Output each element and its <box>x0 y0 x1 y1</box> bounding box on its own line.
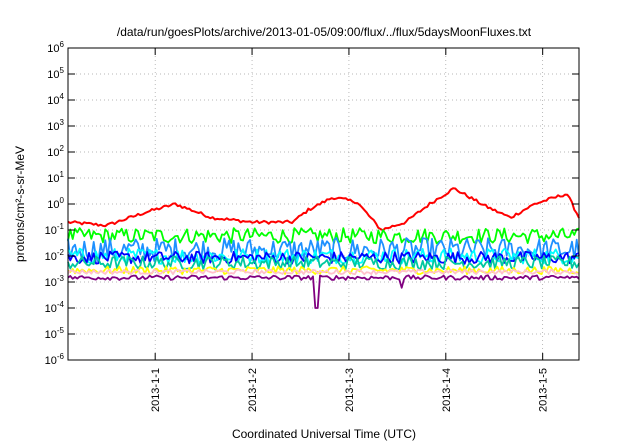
y-tick-label: 10-5 <box>45 326 65 341</box>
x-axis-label: Coordinated Universal Time (UTC) <box>232 427 416 441</box>
chart-title: /data/run/goesPlots/archive/2013-01-05/0… <box>117 25 532 39</box>
x-tick-label: 2013-1-5 <box>538 368 550 412</box>
x-tick-label: 2013-1-2 <box>247 368 259 412</box>
y-tick-label: 101 <box>47 170 64 185</box>
y-tick-label: 103 <box>47 118 64 133</box>
series-group <box>67 187 580 309</box>
x-tick-label: 2013-1-3 <box>344 368 356 412</box>
y-tick-label: 102 <box>47 144 64 159</box>
series-line-1 <box>67 187 580 232</box>
x-ticks: 2013-1-1 2013-1-2 2013-1-3 2013-1-4 2013-1-5 <box>150 48 550 412</box>
series-line-5 <box>67 250 580 265</box>
y-tick-label: 100 <box>47 196 64 211</box>
y-tick-label: 10-6 <box>45 352 65 367</box>
y-tick-label: 10-3 <box>45 274 65 289</box>
grid <box>68 48 579 360</box>
series-line-2 <box>67 227 580 245</box>
y-ticks: 10-6 10-5 10-4 10-3 10-2 10-1 100 101 102 103 104 1… <box>45 40 579 367</box>
y-axis-label: protons/cm²-s-sr-MeV <box>13 146 27 262</box>
series-line-8 <box>67 268 580 276</box>
y-tick-label: 10-1 <box>45 222 65 237</box>
series-line-9 <box>67 274 580 309</box>
series-line-6 <box>67 255 580 271</box>
y-tick-label: 104 <box>47 92 64 107</box>
y-tick-label: 106 <box>47 40 64 55</box>
x-tick-label: 2013-1-4 <box>441 368 453 412</box>
y-tick-label: 10-2 <box>45 248 65 263</box>
y-tick-label: 105 <box>47 66 64 81</box>
y-tick-label: 10-4 <box>45 300 65 315</box>
x-tick-label: 2013-1-1 <box>150 368 162 412</box>
